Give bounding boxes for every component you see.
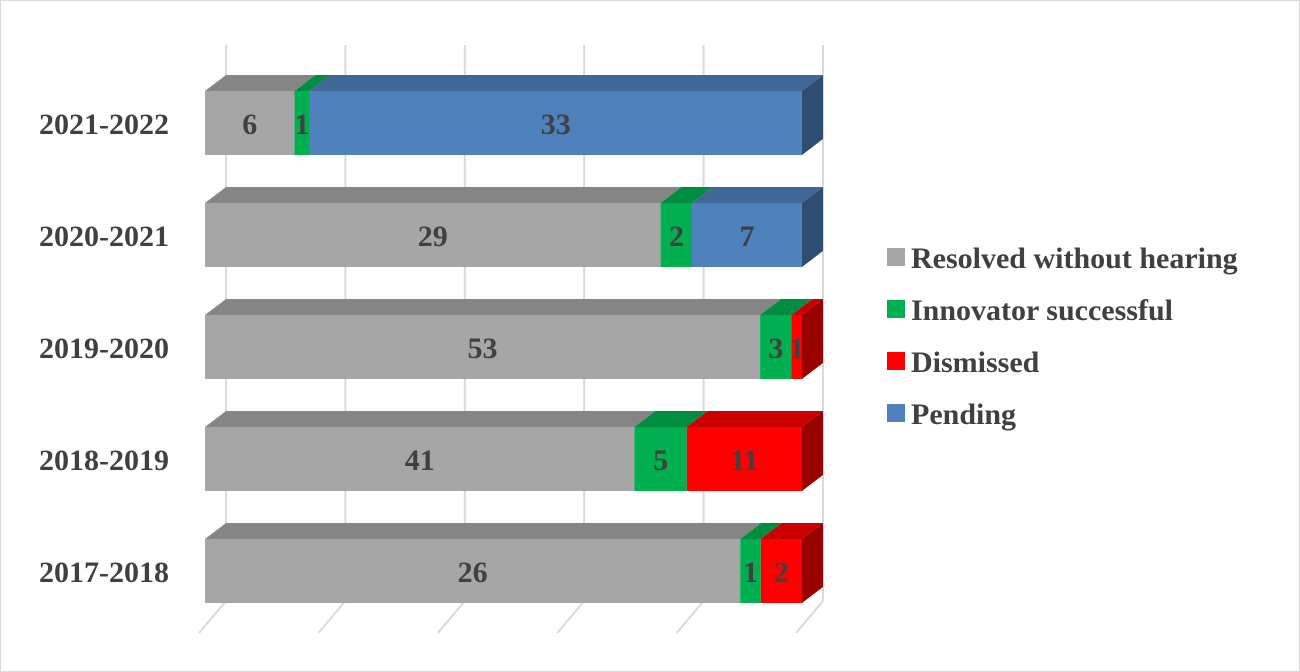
bar-top-face	[634, 411, 708, 427]
data-label: 5	[653, 444, 668, 477]
bar-top-face	[205, 523, 762, 539]
category-label: 2018-2019	[39, 444, 169, 477]
data-label: 7	[740, 220, 755, 253]
category-label: 2019-2020	[39, 332, 169, 365]
bar-top-face	[692, 187, 823, 203]
bar-side-face	[802, 75, 823, 155]
bar-segment	[294, 91, 310, 155]
legend-label: Dismissed	[911, 346, 1040, 379]
floor-gridline	[795, 600, 824, 634]
bar-top-face	[686, 411, 823, 427]
legend-label: Pending	[911, 398, 1016, 431]
bar-segment	[760, 315, 792, 379]
data-label: 53	[468, 332, 498, 365]
bar-segment	[791, 315, 802, 379]
legend-swatch	[887, 404, 905, 422]
bar-segment	[205, 91, 295, 155]
data-label: 33	[541, 108, 571, 141]
data-label: 6	[242, 108, 257, 141]
bar-segment	[205, 539, 741, 603]
bar-top-face	[791, 299, 823, 315]
data-label: 1	[743, 556, 758, 589]
bar-top-face	[205, 299, 782, 315]
bar-top-face	[205, 411, 656, 427]
data-label: 41	[405, 444, 435, 477]
floor-gridline	[317, 600, 347, 634]
bar-top-face	[205, 187, 682, 203]
bar-segment	[309, 91, 802, 155]
legend-swatch	[887, 300, 905, 318]
bar-top-face	[660, 187, 714, 203]
bar-segment	[740, 539, 761, 603]
category-label: 2017-2018	[39, 556, 169, 589]
data-label: 1	[789, 332, 804, 365]
data-label: 29	[418, 220, 448, 253]
bar-top-face	[309, 75, 824, 91]
data-label: 3	[768, 332, 783, 365]
bar-side-face	[802, 411, 823, 491]
bar-top-face	[294, 75, 331, 91]
floor-gridline	[437, 600, 466, 634]
floor-gridline	[556, 600, 585, 634]
category-label: 2020-2021	[39, 220, 169, 253]
bar-segment	[634, 427, 687, 491]
bar-segment	[205, 315, 761, 379]
bar-side-face	[802, 299, 823, 379]
bar-side-face	[802, 523, 823, 603]
data-label: 2	[774, 556, 789, 589]
bar-top-face	[740, 523, 782, 539]
bar-segment	[692, 203, 802, 267]
bar-segment	[205, 203, 661, 267]
bar-side-face	[802, 187, 823, 267]
data-label: 1	[295, 108, 310, 141]
data-label: 26	[458, 556, 488, 589]
data-label: 11	[730, 444, 758, 477]
category-label: 2021-2022	[39, 108, 169, 141]
legend-label: Innovator successful	[911, 294, 1173, 327]
bar-top-face	[760, 523, 823, 539]
legend-label: Resolved without hearing	[911, 242, 1238, 275]
bar-segment	[660, 203, 693, 267]
bar-segment	[205, 427, 635, 491]
bar-segment	[686, 427, 802, 491]
bar-top-face	[205, 75, 316, 91]
legend-swatch	[887, 248, 905, 266]
data-label: 2	[669, 220, 684, 253]
bar-segment	[760, 539, 802, 603]
floor-gridline	[198, 600, 227, 634]
floor-gridline	[675, 600, 705, 634]
legend-swatch	[887, 352, 905, 370]
bar-top-face	[760, 299, 813, 315]
